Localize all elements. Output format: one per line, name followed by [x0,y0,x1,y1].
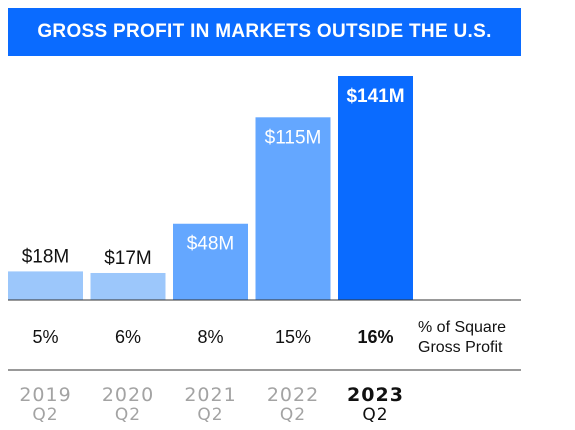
chart-title: GROSS PROFIT IN MARKETS OUTSIDE THE U.S. [37,21,492,42]
share-row-label-line-2: Gross Profit [418,339,503,356]
bar-value-label-2020: $17M [104,248,152,269]
share-value-2019: 5% [32,327,58,347]
share-value-2021: 8% [197,327,223,347]
x-tick-quarter-2019: Q2 [32,405,58,425]
bar-2021 [173,223,248,300]
x-tick-year-2023: 2023 [347,384,404,406]
bar-2019 [8,271,83,300]
share-value-2022: 15% [275,327,311,347]
share-row: 5% 6% 8% 15% 16% [32,327,393,347]
x-tick-year-2020: 2020 [102,384,154,406]
bar-value-label-2021: $48M [187,234,235,255]
x-tick-quarter-2021: Q2 [197,405,223,425]
x-tick-quarter-2020: Q2 [115,405,141,425]
bar-2020 [90,272,166,300]
bar-value-label-2019: $18M [22,246,70,267]
bar-2023 [338,76,413,300]
bar-value-label-2022: $115M [265,127,322,148]
x-tick-year-2019: 2019 [19,384,71,406]
x-tick-quarter-2023: Q2 [362,405,388,425]
chart-title-bar: GROSS PROFIT IN MARKETS OUTSIDE THE U.S. [8,8,521,56]
share-row-label: % of Square Gross Profit [418,319,506,356]
x-tick-quarter-2022: Q2 [280,405,306,425]
bars-layer: $18M $17M $48M $115M $141M [8,76,413,300]
share-row-label-line-1: % of Square [418,319,506,336]
bar-value-label-2023: $141M [346,86,404,107]
share-value-2023: 16% [357,327,393,347]
share-value-2020: 6% [115,327,141,347]
bar-2022 [255,117,331,300]
x-tick-year-2022: 2022 [267,384,319,406]
x-tick-year-2021: 2021 [184,384,236,406]
